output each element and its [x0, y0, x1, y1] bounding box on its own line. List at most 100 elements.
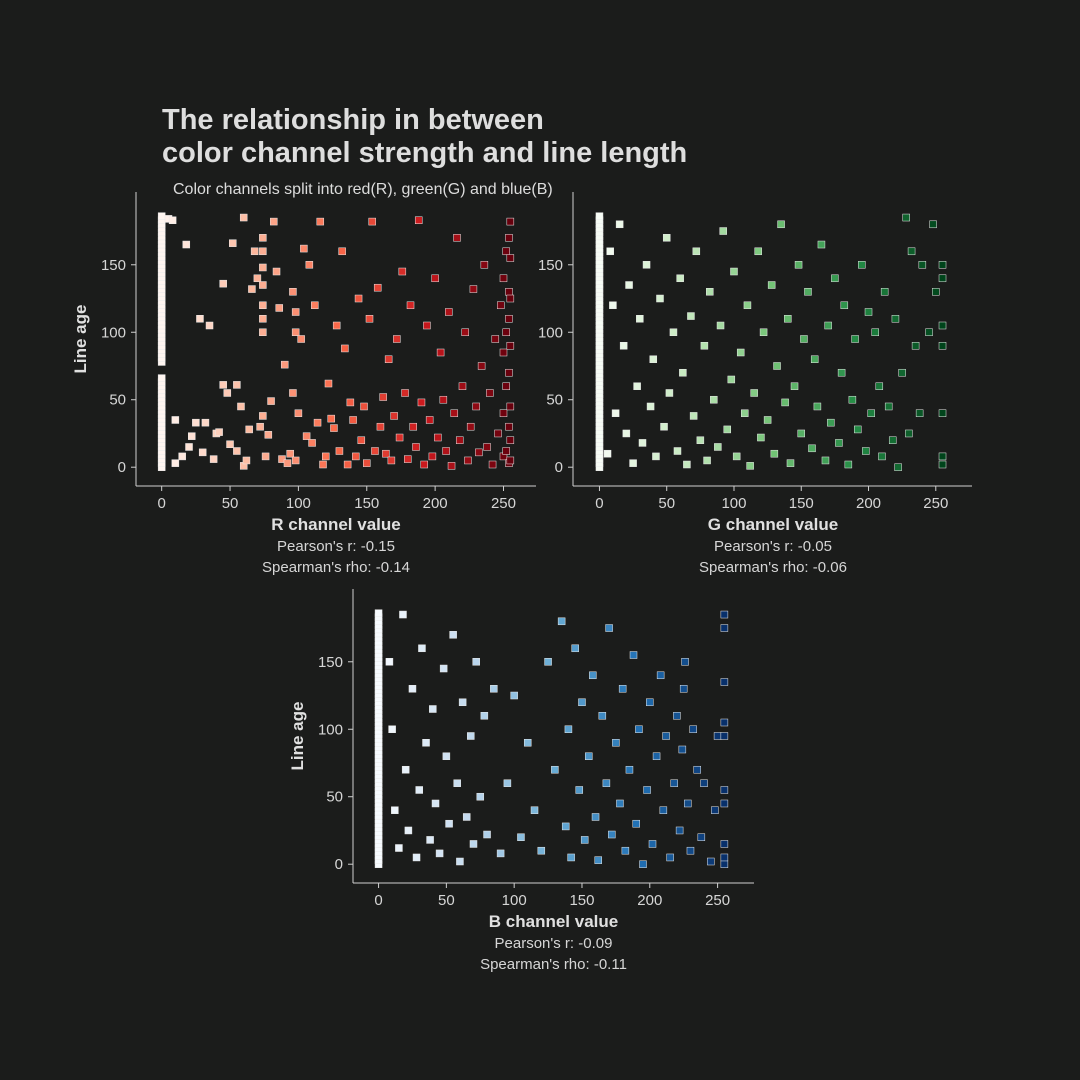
data-point [716, 321, 725, 330]
data-point [878, 452, 886, 461]
data-point [759, 328, 768, 337]
data-point [714, 443, 722, 451]
points-b [374, 609, 729, 868]
y-tick-label: 50 [109, 392, 126, 409]
data-point [938, 409, 947, 417]
data-point [261, 452, 270, 461]
data-point [648, 840, 657, 848]
data-point [720, 678, 729, 686]
data-point [612, 738, 620, 747]
data-point [710, 395, 718, 404]
data-point [442, 447, 450, 455]
data-point [408, 685, 417, 693]
data-point [505, 234, 513, 242]
data-point [384, 355, 393, 363]
data-point [417, 398, 426, 407]
data-point [275, 304, 284, 312]
y-axis-label: Line age [71, 305, 90, 374]
data-point [898, 368, 906, 377]
data-point [379, 393, 387, 401]
data-point [938, 274, 947, 283]
data-point [291, 308, 300, 316]
data-point [656, 294, 664, 303]
data-point [467, 732, 475, 740]
data-point [256, 422, 264, 431]
x-tick-label: 200 [423, 495, 448, 512]
data-point [706, 288, 714, 296]
data-point [773, 362, 781, 370]
data-point [720, 840, 729, 848]
data-point [585, 752, 593, 760]
data-point [264, 431, 273, 439]
data-point [469, 840, 478, 848]
data-point [464, 456, 472, 465]
data-point [523, 738, 532, 747]
data-point [831, 274, 839, 283]
data-point [502, 328, 510, 337]
data-point [817, 240, 826, 249]
data-point [395, 844, 403, 852]
data-point [727, 375, 736, 384]
data-point [157, 212, 166, 220]
data-point [642, 261, 651, 269]
data-point [387, 456, 396, 465]
data-point [305, 261, 314, 269]
pearson-label: Pearson's r: -0.05 [714, 538, 832, 555]
data-point [300, 244, 308, 253]
data-point [905, 429, 913, 438]
data-point [483, 443, 491, 451]
data-point [561, 822, 570, 831]
y-tick-label: 150 [101, 257, 126, 274]
data-point [915, 409, 924, 417]
data-point [567, 853, 575, 862]
data-point [270, 217, 278, 226]
data-point [242, 456, 251, 465]
data-point [196, 315, 204, 323]
x-tick-label: 50 [222, 495, 239, 512]
data-point [435, 849, 444, 858]
data-point [259, 263, 267, 272]
data-point [639, 860, 647, 868]
data-point [732, 452, 741, 461]
data-point [426, 836, 434, 844]
data-point [455, 436, 464, 444]
data-point [401, 389, 409, 397]
data-point [472, 658, 480, 666]
data-point [409, 422, 418, 431]
y-axis-label: Line age [288, 702, 307, 771]
data-point [371, 447, 379, 455]
data-point [929, 220, 937, 229]
data-point [185, 443, 193, 451]
data-point [837, 368, 846, 377]
data-point [675, 826, 684, 835]
data-point [591, 813, 600, 821]
data-point [689, 725, 697, 734]
data-point [291, 456, 300, 465]
x-tick-label: 0 [595, 495, 603, 512]
data-point [594, 856, 603, 864]
data-point [720, 610, 729, 619]
data-point [436, 348, 445, 357]
data-point [259, 234, 267, 242]
x-tick-label: 150 [354, 495, 379, 512]
data-point [412, 443, 420, 451]
data-point [412, 853, 421, 862]
data-point [848, 395, 857, 404]
data-point [477, 362, 486, 370]
data-point [209, 455, 218, 463]
scatter-panel-b: 0 50 100 150 200 250 0 50 100 150 B channel value L… [288, 589, 754, 973]
data-point [453, 234, 461, 242]
data-point [530, 806, 539, 814]
data-point [506, 217, 515, 226]
data-point [808, 444, 816, 453]
data-point [589, 671, 597, 680]
data-point [439, 395, 448, 404]
data-point [669, 328, 678, 337]
data-point [757, 433, 765, 442]
data-point [697, 833, 706, 841]
data-point [390, 412, 398, 420]
data-point [707, 857, 715, 866]
data-point [649, 355, 658, 363]
data-point [171, 459, 180, 467]
data-point [382, 449, 390, 458]
